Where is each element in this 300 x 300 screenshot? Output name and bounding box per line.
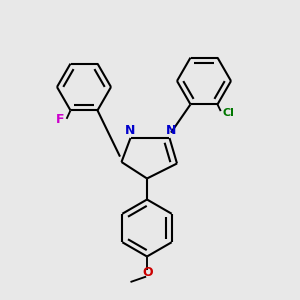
Text: N: N: [166, 124, 176, 137]
Text: N: N: [125, 124, 136, 137]
Text: O: O: [142, 266, 153, 280]
Text: F: F: [56, 113, 65, 126]
Text: Cl: Cl: [222, 108, 234, 118]
